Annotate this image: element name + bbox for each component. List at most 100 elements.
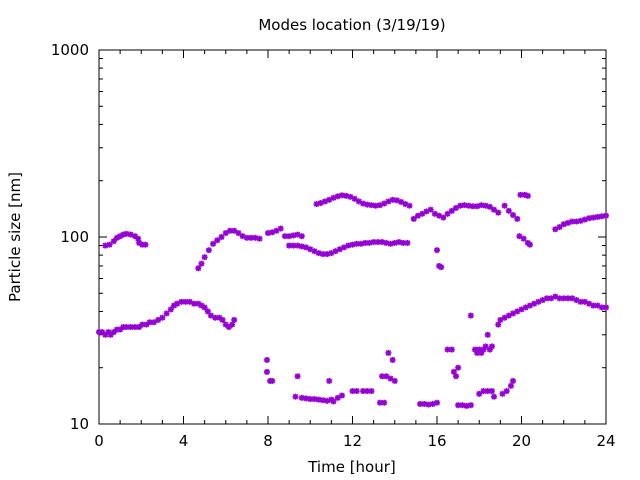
chart-title: Modes location (3/19/19) bbox=[258, 16, 445, 34]
data-point bbox=[389, 356, 396, 363]
data-point bbox=[387, 375, 394, 382]
data-point bbox=[514, 215, 521, 222]
data-point bbox=[573, 218, 580, 225]
data-point bbox=[226, 227, 233, 234]
data-point bbox=[482, 202, 489, 209]
data-point bbox=[491, 206, 498, 213]
data-point bbox=[438, 264, 445, 271]
data-point bbox=[448, 346, 455, 353]
data-point bbox=[231, 316, 238, 323]
data-point bbox=[131, 324, 138, 331]
data-points bbox=[96, 191, 609, 409]
data-point bbox=[256, 235, 263, 242]
data-point bbox=[210, 240, 217, 247]
data-point bbox=[488, 343, 495, 350]
data-point bbox=[353, 240, 360, 247]
data-point bbox=[107, 331, 114, 338]
data-point bbox=[459, 402, 466, 409]
data-point bbox=[383, 239, 390, 246]
data-point bbox=[338, 392, 345, 399]
data-point bbox=[419, 210, 426, 217]
y-tick-label: 100 bbox=[60, 228, 89, 246]
data-point bbox=[448, 207, 455, 214]
data-point bbox=[434, 399, 440, 406]
data-point bbox=[324, 251, 331, 258]
data-point bbox=[590, 302, 597, 309]
data-point bbox=[222, 230, 229, 237]
x-tick-label: 8 bbox=[263, 432, 273, 450]
data-point bbox=[478, 202, 485, 209]
data-point bbox=[106, 241, 113, 248]
data-point bbox=[505, 207, 512, 214]
data-point bbox=[364, 201, 371, 208]
data-point bbox=[603, 304, 609, 311]
data-point bbox=[480, 388, 487, 395]
data-point bbox=[467, 312, 474, 319]
data-point bbox=[383, 373, 390, 380]
data-point bbox=[277, 225, 284, 232]
data-point bbox=[326, 377, 333, 384]
data-point bbox=[263, 368, 270, 375]
data-point bbox=[444, 210, 451, 217]
data-point bbox=[598, 213, 605, 220]
data-point bbox=[248, 234, 255, 241]
data-point bbox=[453, 373, 460, 380]
data-point bbox=[214, 237, 221, 244]
data-point bbox=[163, 310, 170, 317]
x-tick-label: 16 bbox=[427, 432, 446, 450]
data-point bbox=[603, 212, 609, 219]
data-point bbox=[510, 212, 517, 219]
data-point bbox=[218, 234, 225, 240]
data-point bbox=[491, 393, 498, 400]
data-point bbox=[440, 214, 447, 221]
data-point bbox=[229, 321, 236, 328]
data-point bbox=[467, 402, 474, 409]
data-point bbox=[516, 233, 523, 240]
data-point bbox=[381, 399, 388, 406]
data-point bbox=[353, 388, 360, 395]
data-point bbox=[298, 243, 305, 250]
y-axis-label: Particle size [nm] bbox=[6, 172, 24, 302]
tick-labels: 0 4 8 12 16 20 24 10 100 1000 bbox=[51, 41, 616, 450]
data-point bbox=[205, 247, 212, 254]
data-point bbox=[360, 200, 367, 207]
y-tick-label: 10 bbox=[70, 415, 89, 433]
data-point bbox=[455, 364, 462, 371]
data-point bbox=[434, 247, 440, 254]
data-point bbox=[195, 265, 202, 272]
data-point bbox=[556, 224, 563, 231]
data-point bbox=[465, 202, 472, 209]
data-point bbox=[499, 390, 506, 397]
x-axis-label: Time [hour] bbox=[307, 458, 396, 476]
data-point bbox=[488, 388, 495, 395]
data-point bbox=[235, 230, 242, 237]
data-point bbox=[201, 304, 208, 311]
data-point bbox=[319, 251, 326, 258]
data-point bbox=[406, 202, 413, 209]
y-tick-label: 1000 bbox=[51, 41, 89, 59]
data-point bbox=[450, 368, 457, 375]
data-point bbox=[560, 295, 567, 302]
data-point bbox=[526, 241, 533, 248]
data-point bbox=[402, 201, 409, 208]
data-point bbox=[486, 203, 493, 210]
data-point bbox=[404, 239, 411, 246]
data-point bbox=[501, 202, 508, 209]
data-point bbox=[292, 393, 299, 400]
x-tick-label: 20 bbox=[512, 432, 531, 450]
data-point bbox=[427, 206, 434, 213]
data-point bbox=[219, 316, 226, 323]
data-point bbox=[198, 260, 205, 267]
data-point bbox=[269, 377, 276, 384]
data-point bbox=[495, 321, 502, 328]
data-point bbox=[387, 240, 394, 247]
data-point bbox=[142, 241, 149, 248]
plot-frame bbox=[98, 49, 607, 425]
x-tick-label: 4 bbox=[179, 432, 189, 450]
data-point bbox=[581, 216, 588, 223]
data-point bbox=[127, 324, 134, 331]
data-point bbox=[368, 388, 375, 395]
data-point bbox=[303, 395, 310, 402]
data-point bbox=[520, 235, 527, 242]
